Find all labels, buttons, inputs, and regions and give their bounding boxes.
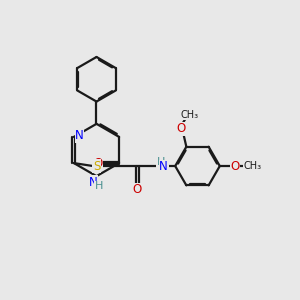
- Text: N: N: [75, 129, 84, 142]
- Text: CH₃: CH₃: [243, 161, 262, 171]
- Text: CH₃: CH₃: [181, 110, 199, 120]
- Text: O: O: [133, 183, 142, 196]
- Text: O: O: [176, 122, 186, 135]
- Text: N: N: [89, 176, 98, 189]
- Text: O: O: [231, 160, 240, 172]
- Text: S: S: [93, 160, 100, 172]
- Text: N: N: [159, 160, 168, 173]
- Text: H: H: [157, 158, 165, 167]
- Text: H: H: [95, 181, 103, 191]
- Text: O: O: [93, 157, 102, 169]
